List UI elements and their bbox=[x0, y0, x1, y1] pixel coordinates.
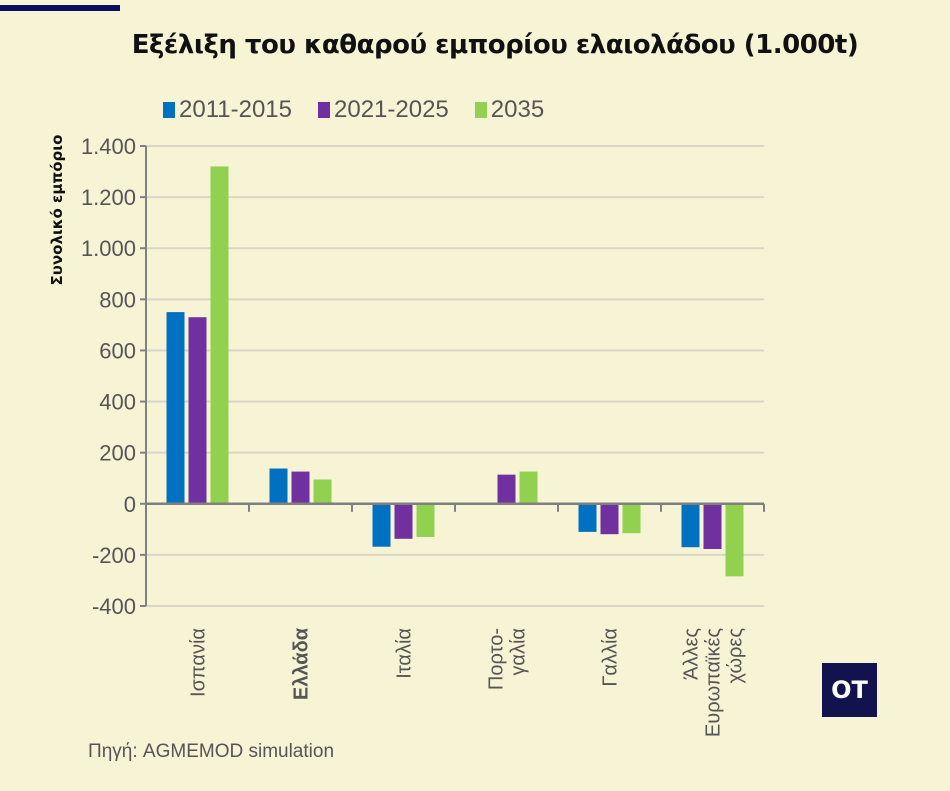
y-tick-label: 1.000 bbox=[81, 236, 136, 261]
x-tick-label: Ελλάδα bbox=[291, 627, 313, 700]
y-tick-label: 800 bbox=[99, 287, 136, 312]
y-tick-label: 600 bbox=[99, 338, 136, 363]
y-tick-label: 200 bbox=[99, 441, 136, 466]
y-tick-label: 1.400 bbox=[81, 134, 136, 159]
bar bbox=[497, 474, 516, 504]
bar bbox=[622, 503, 641, 534]
bar bbox=[703, 503, 722, 550]
bar bbox=[313, 479, 332, 504]
y-tick-label: 0 bbox=[124, 492, 136, 517]
top-accent-bar bbox=[0, 5, 120, 11]
x-tick-label: Ιταλία bbox=[394, 628, 416, 679]
bar bbox=[578, 503, 597, 532]
legend-swatch bbox=[163, 102, 175, 118]
legend-item: 2011-2015 bbox=[163, 96, 292, 124]
bar bbox=[372, 503, 391, 547]
y-tick-label: 1.200 bbox=[81, 185, 136, 210]
bar bbox=[519, 471, 538, 504]
legend-label: 2011-2015 bbox=[179, 96, 292, 123]
x-tick-label: Ισπανία bbox=[188, 628, 210, 697]
bar bbox=[188, 317, 207, 504]
legend-item: 2021-2025 bbox=[318, 96, 449, 124]
y-tick-label: 400 bbox=[99, 390, 136, 415]
legend: 2011-2015 2021-2025 2035 bbox=[163, 96, 544, 124]
bar bbox=[291, 471, 310, 504]
x-tick-label: Πορτο- bbox=[486, 628, 508, 690]
source-note: Πηγή: AGMEMOD simulation bbox=[88, 741, 335, 762]
x-tick-label: χώρες bbox=[725, 628, 747, 684]
y-tick-label: -200 bbox=[92, 543, 136, 568]
x-tick-label: γαλία bbox=[508, 628, 530, 676]
bar bbox=[681, 503, 700, 548]
legend-item: 2035 bbox=[474, 96, 545, 124]
y-axis-title: Συνολικό εμπόριο bbox=[48, 135, 66, 286]
chart-title: Εξέλιξη του καθαρού εμπορίου ελαιολάδου … bbox=[131, 30, 859, 60]
bar bbox=[394, 503, 413, 539]
x-tick-label: Γαλλία bbox=[600, 628, 622, 687]
x-tick-label: Άλλες bbox=[681, 628, 703, 680]
bar bbox=[416, 503, 435, 537]
y-tick-label: -400 bbox=[92, 594, 136, 619]
legend-label: 2021-2025 bbox=[334, 96, 449, 123]
x-tick-label: Ευρωπαϊκές bbox=[703, 628, 725, 737]
legend-swatch bbox=[318, 102, 330, 118]
ot-logo: OT bbox=[822, 663, 877, 717]
legend-label: 2035 bbox=[490, 96, 545, 123]
bar bbox=[725, 503, 744, 577]
bar bbox=[166, 312, 185, 504]
bar bbox=[269, 468, 288, 504]
bar bbox=[210, 166, 229, 504]
legend-swatch bbox=[474, 102, 487, 118]
bar bbox=[600, 503, 619, 535]
